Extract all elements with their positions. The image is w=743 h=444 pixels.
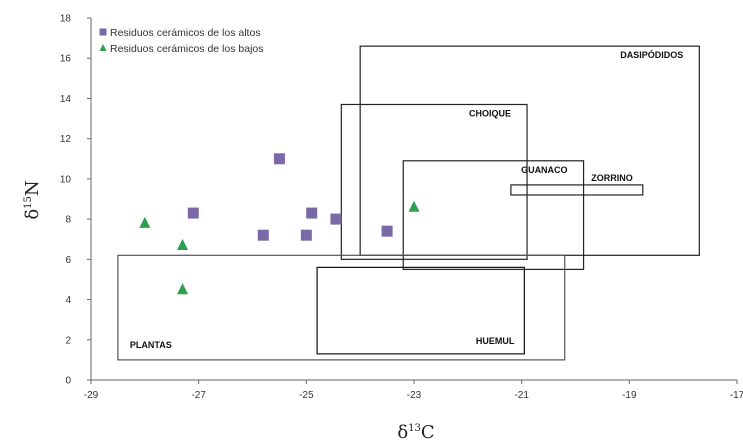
region-dasipodidos-label: DASIPÓDIDOS [620, 49, 683, 60]
point-altos [330, 213, 342, 225]
y-tick-label: 10 [60, 174, 72, 185]
legend-marker-altos [99, 28, 107, 36]
point-altos [300, 229, 312, 241]
x-tick-label: -25 [299, 390, 314, 401]
region-zorrino-box [510, 184, 644, 196]
point-altos [306, 207, 318, 219]
region-guanaco-box [402, 160, 585, 270]
point-altos [187, 207, 199, 219]
point-altos [381, 225, 393, 237]
region-plantas-box [117, 254, 566, 361]
point-bajos [177, 238, 189, 250]
y-tick-label: 0 [65, 376, 71, 387]
point-altos [257, 229, 269, 241]
point-bajos [177, 283, 189, 295]
region-choique-box [340, 103, 528, 260]
legend-label: Residuos cerámicos de los altos [110, 27, 261, 39]
x-tick-label: -23 [407, 390, 422, 401]
y-tick-label: 16 [60, 54, 72, 65]
region-huemul-label: HUEMUL [476, 336, 515, 346]
y-tick-label: 14 [60, 94, 72, 105]
data-points [139, 153, 420, 295]
x-tick-label: -19 [622, 390, 637, 401]
region-plantas-label: PLANTAS [130, 340, 172, 350]
x-tick-label: -17 [730, 390, 743, 401]
x-tick-label: -29 [84, 390, 99, 401]
y-tick-label: 2 [65, 335, 71, 346]
x-axis-title: δ13C [397, 422, 434, 443]
y-axis-title: δ15N [22, 180, 43, 219]
region-dasipodidos-box [359, 45, 700, 256]
legend-label: Residuos cerámicos de los bajos [110, 43, 264, 55]
point-bajos [139, 216, 151, 228]
region-zorrino-label: ZORRINO [591, 173, 633, 183]
x-tick-label: -27 [191, 390, 206, 401]
y-tick-label: 6 [65, 255, 71, 266]
legend: Residuos cerámicos de los altos Residuos … [99, 27, 264, 55]
point-altos [273, 153, 285, 165]
x-tick-label: -21 [514, 390, 529, 401]
y-tick-label: 4 [65, 295, 71, 306]
point-bajos [408, 200, 420, 212]
region-guanaco-label: GUANACO [521, 165, 568, 175]
region-choique-label: CHOIQUE [469, 108, 511, 118]
y-tick-label: 12 [60, 134, 72, 145]
y-tick-label: 8 [65, 215, 71, 226]
axes: -29 -27 -25 -23 -21 -19 -17 0 2 4 6 8 10 12 14 16 18 [60, 14, 743, 402]
legend-marker-bajos [99, 43, 107, 52]
y-tick-label: 18 [60, 14, 72, 25]
region-huemul-box [316, 266, 525, 355]
region-boxes: DASIPÓDIDOS CHOIQUE GUANACO ZORRINO PLANTAS H… [117, 45, 700, 361]
